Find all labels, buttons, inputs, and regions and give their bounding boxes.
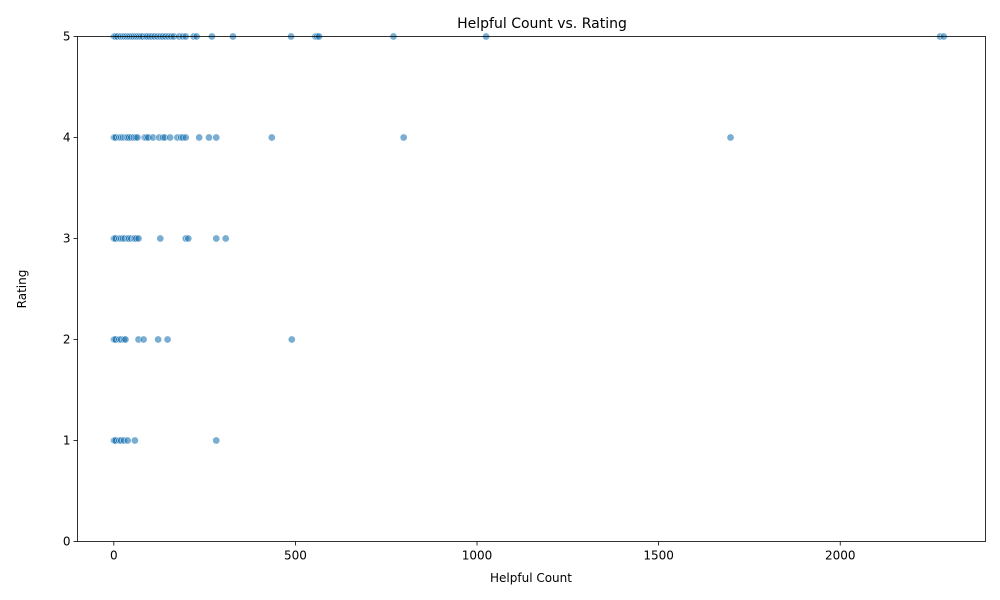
data-point — [121, 335, 130, 344]
data-point — [267, 133, 276, 142]
data-point — [212, 133, 221, 142]
x-tick-label: 2000 — [825, 549, 856, 563]
data-point — [287, 335, 296, 344]
y-axis: 0 1 2 3 4 5 — [63, 30, 78, 549]
data-point — [181, 133, 190, 142]
plot-area-frame — [77, 36, 986, 542]
data-point — [212, 436, 221, 445]
x-axis-label: Helpful Count — [490, 571, 572, 585]
data-point — [166, 133, 174, 142]
data-point — [163, 335, 172, 344]
data-point — [221, 234, 230, 243]
x-tick-label: 500 — [284, 549, 307, 563]
y-tick-label: 1 — [63, 434, 71, 448]
data-point — [212, 234, 221, 243]
chart-title: Helpful Count vs. Rating — [457, 16, 627, 32]
y-tick-label: 3 — [63, 232, 71, 246]
x-axis: 0 500 1000 1500 2000 — [110, 541, 856, 563]
data-point — [131, 436, 139, 445]
y-tick-label: 4 — [63, 131, 71, 145]
data-point — [133, 133, 142, 142]
data-point — [205, 133, 213, 142]
data-point — [399, 133, 408, 142]
data-point — [154, 335, 162, 344]
y-tick-label: 5 — [63, 30, 71, 44]
data-point — [123, 436, 132, 445]
x-tick-label: 1000 — [462, 549, 493, 563]
data-point — [184, 234, 193, 243]
data-point — [156, 234, 165, 243]
data-point — [134, 234, 143, 243]
data-point — [139, 335, 148, 344]
points-layer — [109, 32, 948, 445]
data-point — [726, 133, 735, 142]
x-tick-label: 0 — [110, 549, 118, 563]
x-tick-label: 1500 — [643, 549, 674, 563]
y-tick-label: 0 — [63, 535, 71, 549]
y-axis-label: Rating — [15, 270, 29, 309]
y-tick-label: 2 — [63, 333, 71, 347]
data-point — [195, 133, 204, 142]
